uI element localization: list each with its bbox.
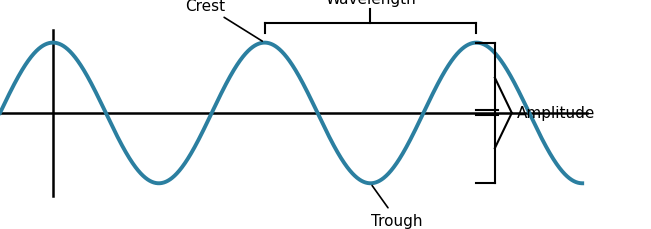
Text: Wavelength: Wavelength: [325, 0, 416, 7]
Text: Trough: Trough: [371, 186, 422, 228]
Text: Crest: Crest: [186, 0, 262, 42]
Text: Amplitude: Amplitude: [517, 106, 596, 121]
